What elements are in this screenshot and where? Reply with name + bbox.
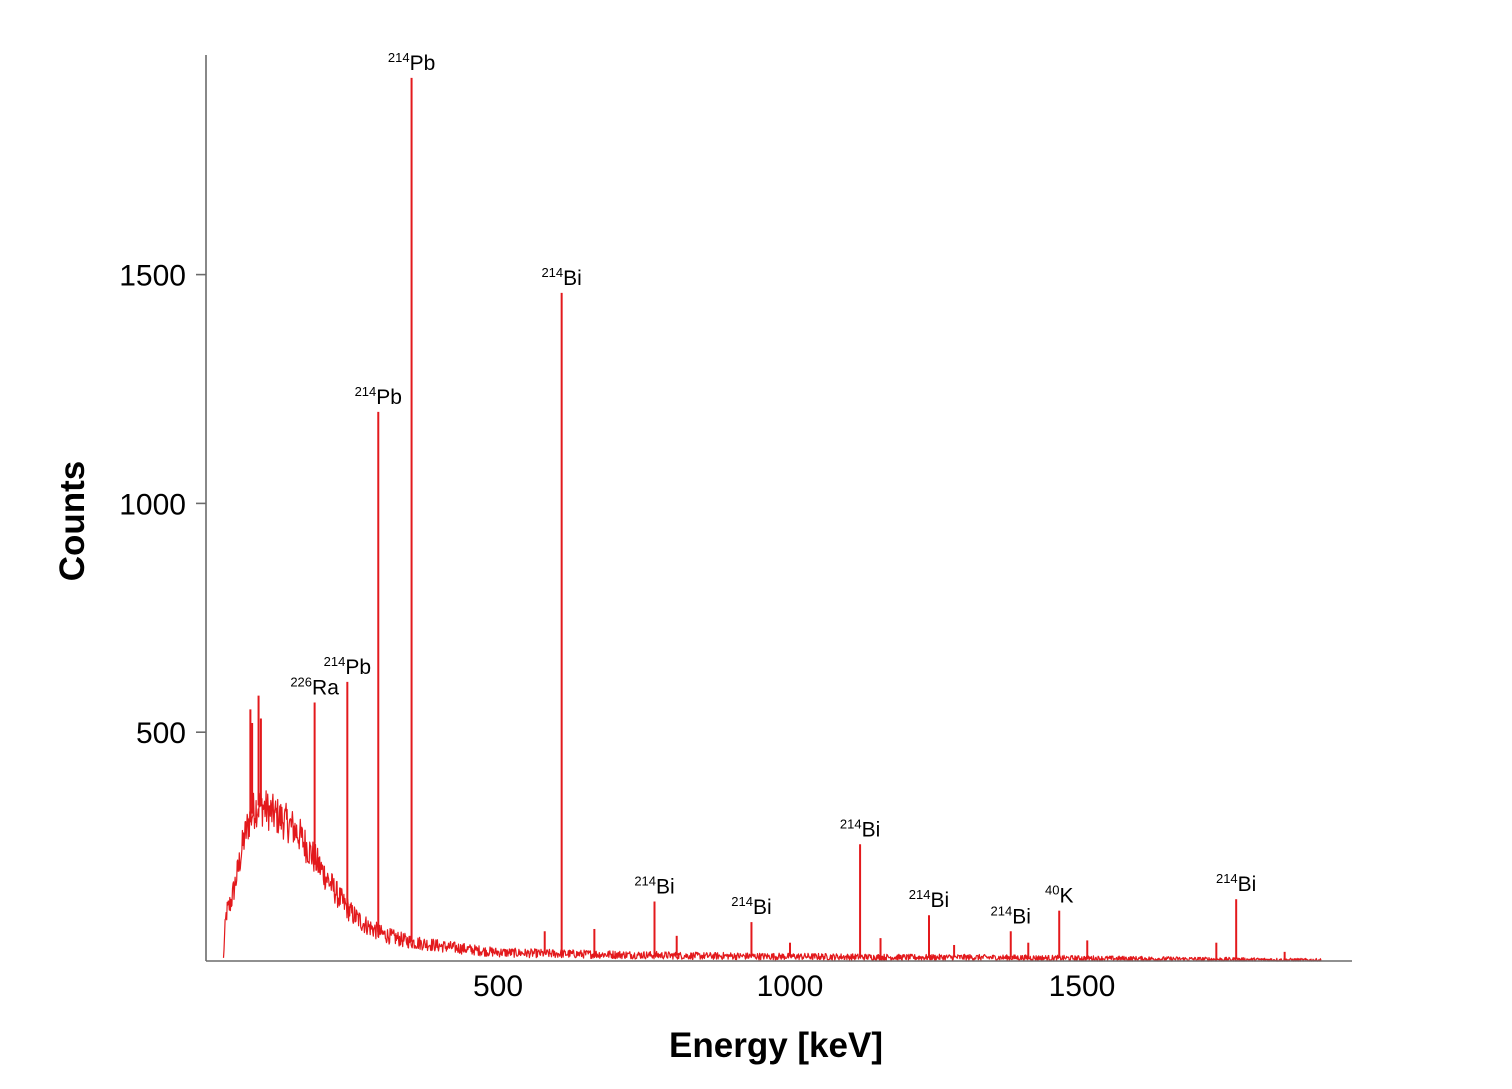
peak-label-symbol: Bi	[656, 876, 675, 899]
peak-label-bi: 214Bi	[991, 903, 1031, 928]
peak-label-mass: 214	[840, 816, 862, 831]
x-tick-label: 1500	[1049, 970, 1116, 1003]
spectrum-line	[222, 790, 1322, 962]
x-tick-label: 1000	[757, 970, 824, 1003]
peak-label-bi: 214Bi	[541, 265, 581, 290]
peak-label-mass: 214	[634, 874, 656, 889]
peak-label-symbol: K	[1059, 885, 1073, 908]
x-tick-label: 500	[473, 970, 523, 1003]
peak-label-ra: 226Ra	[290, 674, 339, 699]
peak-label-k: 40K	[1045, 883, 1073, 908]
peak-label-mass: 214	[1216, 871, 1238, 886]
peak-label-pb: 214Pb	[324, 654, 371, 679]
peak-label-bi: 214Bi	[1216, 871, 1256, 896]
peak-label-mass: 214	[541, 265, 563, 280]
peak-label-pb: 214Pb	[388, 50, 435, 75]
peak-label-mass: 214	[355, 384, 377, 399]
peak-annotations: 226Ra214Pb214Pb214Pb214Bi214Bi214Bi214Bi…	[290, 50, 1256, 928]
peak-label-symbol: Pb	[376, 386, 402, 409]
plot-area	[222, 77, 1322, 962]
peak-label-mass: 40	[1045, 883, 1059, 898]
x-axis-title: Energy [keV]	[669, 1026, 883, 1065]
peak-label-symbol: Ra	[312, 676, 339, 699]
peak-label-mass: 214	[909, 887, 931, 902]
peak-label-mass: 214	[388, 50, 410, 65]
peak-label-symbol: Bi	[753, 896, 772, 919]
peak-label-symbol: Pb	[410, 52, 436, 75]
peak-label-mass: 214	[731, 894, 753, 909]
peak-label-symbol: Bi	[563, 267, 582, 290]
peak-label-bi: 214Bi	[634, 874, 674, 899]
peak-label-bi: 214Bi	[840, 816, 880, 841]
y-tick-labels: 500 1000 1500	[119, 260, 206, 750]
x-tick-labels: 500 1000 1500	[473, 970, 1115, 1003]
y-tick-label: 1000	[119, 488, 186, 521]
peak-label-pb: 214Pb	[355, 384, 402, 409]
peak-label-symbol: Bi	[862, 818, 881, 841]
y-axis-title: Counts	[53, 461, 92, 582]
peak-label-bi: 214Bi	[731, 894, 771, 919]
peak-label-symbol: Bi	[1238, 873, 1257, 896]
peak-label-mass: 226	[290, 674, 312, 689]
peaks	[249, 77, 1286, 960]
peak-label-symbol: Bi	[930, 889, 949, 912]
peak-label-mass: 214	[324, 654, 346, 669]
y-tick-label: 1500	[119, 260, 186, 293]
peak-label-symbol: Pb	[345, 656, 371, 679]
peak-label-mass: 214	[991, 903, 1013, 918]
peak-label-symbol: Bi	[1012, 905, 1031, 928]
y-tick-label: 500	[136, 717, 186, 750]
peak-label-bi: 214Bi	[909, 887, 949, 912]
